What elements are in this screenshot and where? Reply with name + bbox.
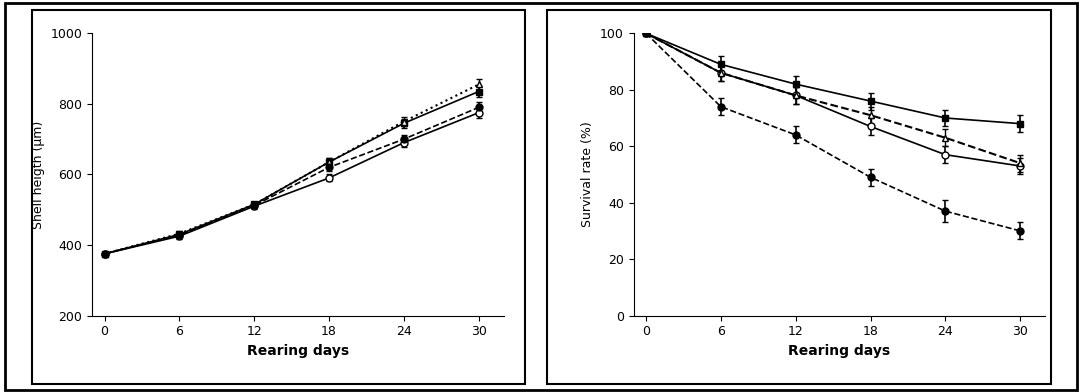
- Y-axis label: Shell heigth (μm): Shell heigth (μm): [31, 120, 44, 229]
- X-axis label: Rearing days: Rearing days: [788, 344, 890, 358]
- Y-axis label: Survival rate (%): Survival rate (%): [582, 122, 595, 227]
- X-axis label: Rearing days: Rearing days: [247, 344, 349, 358]
